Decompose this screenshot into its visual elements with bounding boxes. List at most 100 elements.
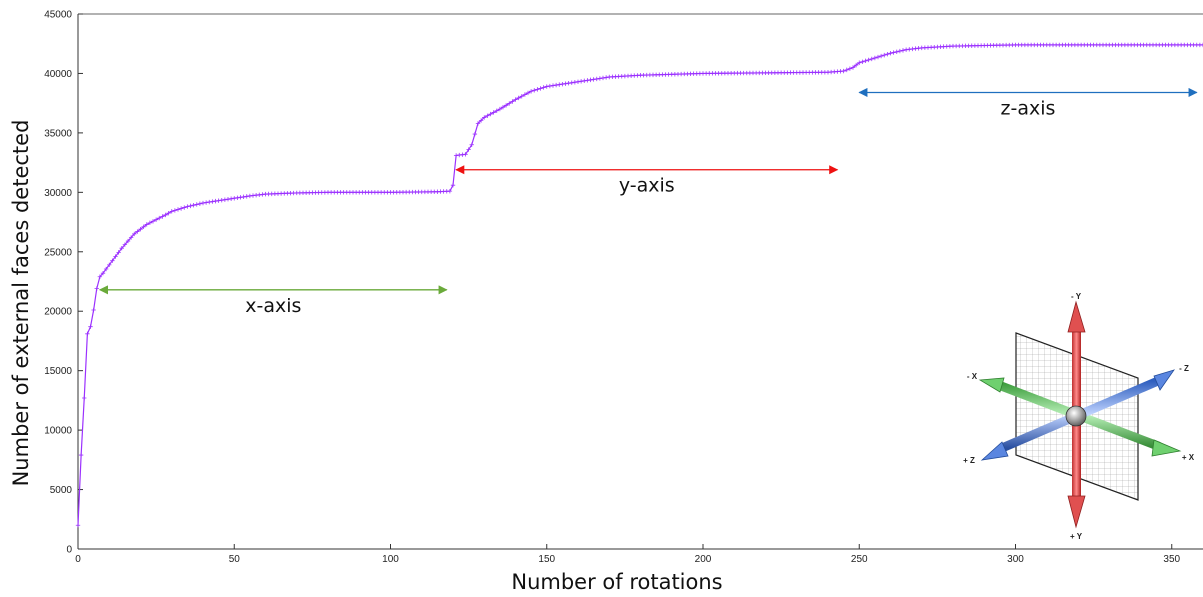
x-axis-title: Number of rotations	[511, 570, 722, 594]
data-point	[857, 60, 862, 65]
data-point	[550, 83, 556, 88]
y-tick-label: 20000	[44, 307, 72, 318]
data-point	[847, 66, 853, 71]
data-point	[469, 142, 474, 147]
data-point	[563, 81, 568, 86]
data-point	[122, 242, 128, 247]
annotation-label: x-axis	[245, 295, 301, 317]
data-point	[191, 202, 196, 208]
data-point	[219, 197, 224, 203]
data-point	[500, 105, 506, 110]
data-point	[141, 224, 146, 230]
data-point	[232, 196, 237, 201]
data-point	[494, 108, 499, 113]
data-point	[88, 324, 93, 329]
data-point	[188, 203, 193, 209]
neg-z-arrow-icon	[1153, 369, 1175, 391]
data-point	[116, 250, 121, 255]
axis-ticks: 0 50 100 150 200 250 300 350 0 5000 10000 15000 2000…	[44, 10, 1180, 566]
annotation-label: y-axis	[619, 175, 675, 197]
inset-label-pos-z: + Z	[963, 456, 975, 465]
data-point	[225, 197, 231, 202]
data-point	[466, 147, 471, 152]
data-point	[841, 68, 846, 74]
data-point	[82, 395, 87, 401]
data-point	[132, 231, 137, 237]
data-point	[866, 57, 871, 63]
y-tick-label: 45000	[44, 10, 72, 21]
inset-label-pos-x: + X	[1182, 453, 1195, 462]
y-tick-label: 35000	[44, 128, 72, 139]
data-point	[585, 78, 590, 83]
data-point	[566, 80, 571, 86]
data-point	[463, 152, 468, 157]
pos-x-arrow-icon	[1151, 439, 1182, 457]
data-point	[538, 86, 543, 91]
data-point	[197, 201, 203, 206]
data-point	[532, 88, 537, 93]
data-point	[144, 222, 149, 227]
data-point	[107, 262, 112, 268]
data-point	[507, 101, 512, 106]
data-point	[85, 331, 90, 337]
data-point	[78, 452, 84, 458]
data-point	[541, 85, 546, 90]
data-point	[238, 195, 243, 200]
x-tick-label: 100	[382, 554, 399, 565]
data-point	[603, 75, 609, 80]
data-point	[447, 188, 453, 194]
data-point	[575, 79, 581, 84]
data-point	[182, 205, 187, 210]
data-point	[222, 197, 228, 202]
data-point	[157, 215, 162, 221]
data-point	[244, 194, 249, 199]
data-point	[138, 226, 143, 232]
data-point	[497, 106, 503, 112]
data-point	[594, 76, 599, 82]
data-point	[553, 82, 559, 88]
data-point	[485, 113, 490, 118]
data-point	[135, 229, 140, 234]
inset-label-neg-y: - Y	[1071, 292, 1082, 301]
data-point	[203, 200, 209, 205]
data-point	[503, 103, 509, 108]
pos-y-arrow-icon	[1067, 495, 1086, 529]
pos-z-arrow-icon	[980, 441, 1009, 461]
data-point	[110, 258, 115, 263]
plot-frame	[77, 13, 1203, 550]
data-point	[878, 53, 884, 59]
data-point	[94, 286, 99, 291]
data-point	[525, 90, 531, 96]
data-point	[560, 81, 565, 87]
data-point	[150, 219, 156, 224]
inset-label-neg-z: - Z	[1179, 364, 1189, 373]
data-point	[1200, 42, 1203, 48]
series-lines	[75, 42, 1203, 528]
axis-annotations: x-axis y-axis z-axis	[98, 87, 1198, 317]
data-point	[210, 199, 215, 204]
data-point	[100, 270, 106, 276]
y-tick-label: 10000	[44, 426, 72, 437]
data-point	[125, 238, 131, 244]
data-point	[591, 77, 596, 82]
data-point	[557, 82, 562, 87]
data-point	[578, 79, 584, 84]
data-point	[588, 77, 593, 83]
data-point	[172, 208, 178, 213]
data-point	[869, 56, 874, 62]
data-point	[516, 95, 521, 101]
data-point	[488, 111, 493, 117]
data-point	[147, 220, 153, 226]
data-point	[235, 195, 240, 201]
data-point	[535, 87, 540, 92]
data-point	[491, 110, 496, 115]
data-point	[128, 235, 134, 240]
series-markers-0	[75, 42, 1203, 528]
data-point	[207, 199, 212, 205]
data-point	[213, 198, 218, 204]
x-tick-label: 50	[229, 554, 241, 565]
data-point	[166, 210, 171, 216]
data-point	[169, 209, 174, 214]
data-point	[513, 97, 518, 102]
